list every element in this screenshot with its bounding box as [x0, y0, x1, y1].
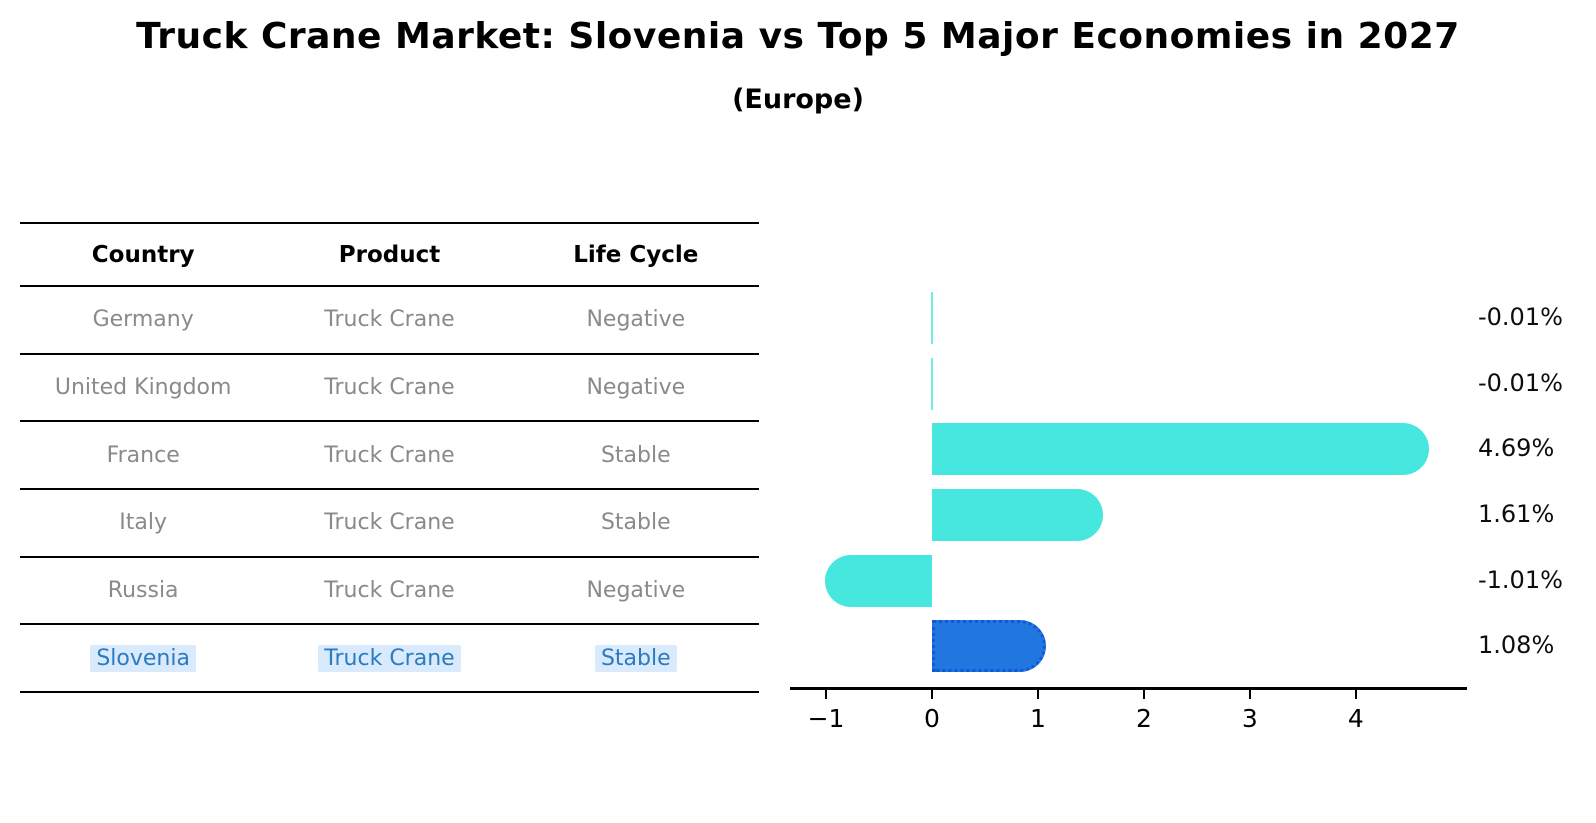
table-cell: Truck Crane — [266, 644, 512, 672]
x-axis-tick-label: −1 — [807, 704, 845, 733]
table-cell: Germany — [20, 307, 266, 332]
cell-text: Truck Crane — [324, 375, 455, 401]
x-axis-tick — [1354, 690, 1357, 699]
x-axis-tick-label: 2 — [1135, 704, 1152, 733]
table-cell: Slovenia — [20, 644, 266, 672]
cell-text: Truck Crane — [324, 442, 455, 468]
value-label-slovenia: 1.08% — [1478, 631, 1555, 660]
chart-subtitle: (Europe) — [732, 84, 864, 115]
cell-text: Negative — [586, 307, 686, 333]
x-axis-tick — [1036, 690, 1039, 699]
cell-text: Slovenia — [90, 644, 196, 672]
cell-text: United Kingdom — [54, 375, 232, 401]
plot-area — [790, 222, 1467, 690]
x-axis-line — [790, 687, 1467, 690]
cell-text: Russia — [107, 578, 179, 604]
table-cell: Stable — [513, 644, 759, 672]
table-row-russia: Russia Truck Crane Negative — [20, 558, 759, 626]
chart-title: Truck Crane Market: Slovenia vs Top 5 Ma… — [136, 16, 1460, 57]
cell-text: Stable — [594, 644, 677, 672]
x-axis-tick — [1248, 690, 1251, 699]
bar-slovenia — [931, 620, 1047, 673]
cell-text: Truck Crane — [324, 578, 455, 604]
column-header: Life Cycle — [573, 241, 699, 268]
table-cell: Russia — [20, 578, 266, 603]
x-axis-tick-label: 1 — [1030, 704, 1046, 733]
table-cell: Truck Crane — [266, 307, 512, 332]
cell-text: Stable — [600, 442, 671, 468]
table-cell: Truck Crane — [266, 578, 512, 603]
cell-text: Negative — [586, 578, 686, 604]
table-cell: France — [20, 443, 266, 468]
table-cell: Negative — [513, 375, 759, 400]
column-header: Country — [91, 241, 195, 268]
table-row-united-kingdom: United Kingdom Truck Crane Negative — [20, 355, 759, 423]
cell-text: Negative — [586, 375, 686, 401]
table-row-france: France Truck Crane Stable — [20, 422, 759, 491]
value-label-russia: -1.01% — [1478, 565, 1563, 594]
column-header: Product — [338, 241, 441, 268]
table-cell: Truck Crane — [266, 443, 512, 468]
table-cell: Italy — [20, 510, 266, 535]
cell-text: Germany — [92, 307, 194, 333]
table-row-germany: Germany Truck Crane Negative — [20, 287, 759, 355]
cell-text: Italy — [119, 510, 168, 536]
bar-united-kingdom — [930, 357, 934, 410]
value-label-united-kingdom: -0.01% — [1478, 368, 1563, 397]
value-label-italy: 1.61% — [1478, 499, 1555, 528]
x-axis-tick-label: 0 — [924, 704, 940, 733]
table-cell: Truck Crane — [266, 510, 512, 535]
cell-text: France — [106, 442, 180, 468]
table-cell: United Kingdom — [20, 375, 266, 400]
cell-text: Truck Crane — [324, 307, 455, 333]
table-row-slovenia: Slovenia Truck Crane Stable — [20, 625, 759, 694]
value-label-germany: -0.01% — [1478, 302, 1563, 331]
x-axis-tick — [825, 690, 828, 699]
x-axis-tick-label: 4 — [1347, 704, 1364, 733]
cell-text: Truck Crane — [324, 510, 455, 536]
bar-chart: −1 0 1 2 3 4 -0.01% -0.01% 4.69% 1.61% -1.01% 1.08% — [790, 222, 1596, 762]
cell-text: Stable — [600, 510, 671, 536]
cell-text: Truck Crane — [318, 644, 461, 672]
value-label-france: 4.69% — [1478, 434, 1555, 463]
x-axis-tick-label: 3 — [1241, 704, 1258, 733]
table-cell: Stable — [513, 443, 759, 468]
x-axis-tick — [930, 690, 933, 699]
bar-italy — [931, 488, 1103, 541]
table-cell: Negative — [513, 307, 759, 332]
table-cell: Stable — [513, 510, 759, 535]
table-header-row: Country Product Life Cycle — [20, 224, 759, 287]
bar-russia — [824, 554, 932, 607]
table-cell: Negative — [513, 578, 759, 603]
table-row-italy: Italy Truck Crane Stable — [20, 490, 759, 558]
table-cell: Truck Crane — [266, 375, 512, 400]
bar-germany — [930, 291, 934, 344]
x-axis-tick — [1142, 690, 1145, 699]
comparison-table: Country Product Life Cycle Germany Truck Cra… — [20, 222, 759, 694]
bar-france — [931, 423, 1429, 476]
